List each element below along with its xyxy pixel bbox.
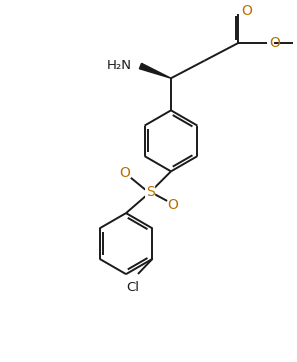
Text: O: O [119, 166, 130, 180]
Text: Cl: Cl [127, 281, 140, 294]
Polygon shape [139, 63, 171, 78]
Text: H₂N: H₂N [107, 59, 132, 72]
Text: O: O [241, 4, 252, 18]
Text: S: S [146, 185, 154, 199]
Text: O: O [167, 198, 178, 212]
Text: O: O [269, 36, 280, 50]
